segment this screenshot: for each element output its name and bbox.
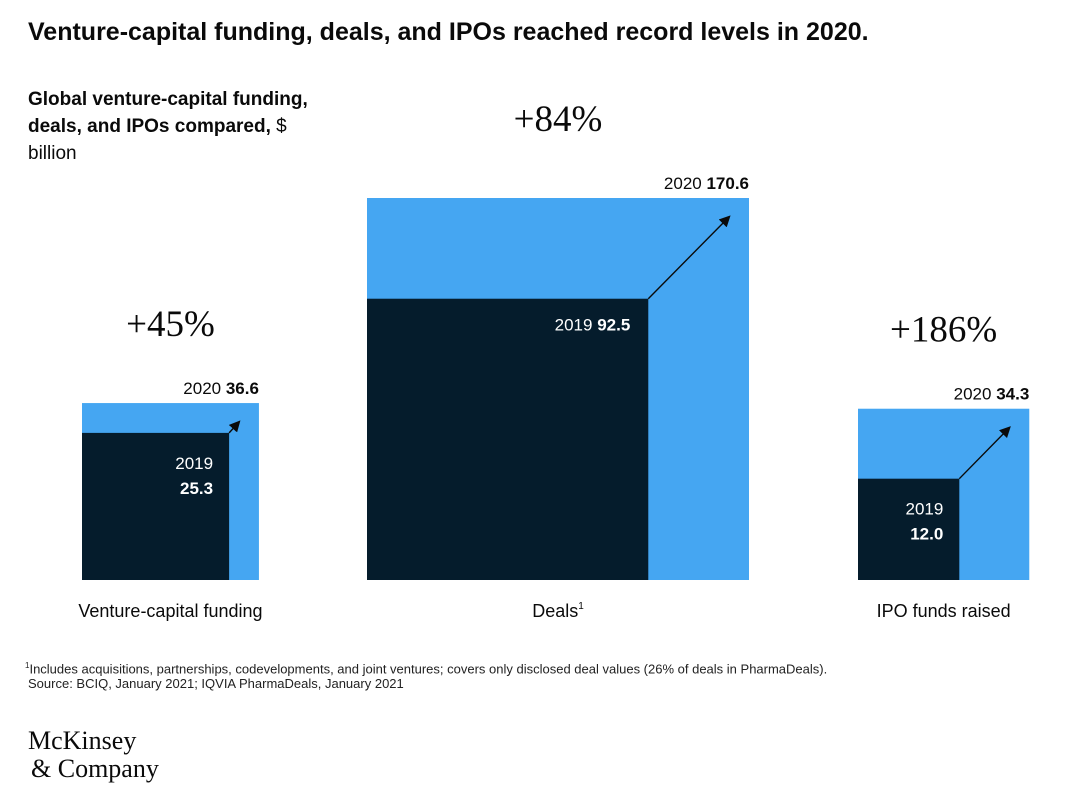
category-label: Deals1 [532, 601, 584, 621]
chart-canvas: 2020 36.6 2019 25.3 +45% Venture-capital fun… [78, 99, 1030, 621]
mckinsey-logo: McKinsey & Company [28, 727, 159, 783]
category-superscript: 1 [578, 601, 584, 612]
logo-line-2: & Company [31, 754, 159, 783]
label-2020-year: 2020 [183, 379, 226, 398]
logo-line-1: McKinsey [28, 726, 137, 755]
label-2019: 2019 92.5 [555, 316, 631, 335]
bar-2019 [367, 298, 649, 580]
footnote-marker: 1 [25, 661, 30, 670]
label-2020: 2020 170.6 [664, 174, 749, 193]
category-name: IPO funds raised [877, 601, 1011, 621]
label-2020-year: 2020 [664, 174, 707, 193]
label-2020-value: 36.6 [226, 379, 259, 398]
label-2019-value: 12.0 [910, 525, 943, 544]
label-2020-value: 170.6 [706, 174, 749, 193]
subtitle-bold: Global venture-capital funding, deals, a… [28, 89, 308, 137]
chart-subtitle: Global venture-capital funding, deals, a… [28, 86, 308, 167]
percent-change: +84% [514, 99, 603, 140]
label-2020: 2020 34.3 [954, 385, 1030, 404]
source-note: Source: BCIQ, January 2021; IQVIA Pharma… [28, 676, 404, 691]
category-label: Venture-capital funding [78, 601, 262, 621]
label-2019-year: 2019 [905, 500, 943, 519]
footnote: 1Includes acquisitions, partnerships, co… [25, 655, 827, 679]
growth-arrow [228, 420, 241, 434]
subtitle-unit: $ billion [28, 116, 287, 164]
bar-2019 [82, 432, 230, 580]
label-2020-year: 2020 [954, 385, 997, 404]
bar-2019 [858, 478, 960, 580]
category-label: IPO funds raised [877, 601, 1011, 621]
growth-arrow [958, 426, 1011, 480]
chart-title: Venture-capital funding, deals, and IPOs… [28, 18, 869, 46]
label-2019-year: 2019 [555, 316, 598, 335]
percent-change: +186% [890, 310, 997, 351]
label-2020: 2020 36.6 [183, 379, 259, 398]
growth-arrow [647, 215, 731, 300]
footnote-text: Includes acquisitions, partnerships, cod… [29, 661, 828, 677]
label-2019-value: 92.5 [597, 316, 630, 335]
category-name: Venture-capital funding [78, 601, 262, 621]
label-2019-value: 25.3 [180, 479, 213, 498]
category-name: Deals [532, 601, 578, 621]
percent-change: +45% [126, 304, 215, 345]
label-2019-year: 2019 [175, 454, 213, 473]
label-2020-value: 34.3 [996, 385, 1029, 404]
